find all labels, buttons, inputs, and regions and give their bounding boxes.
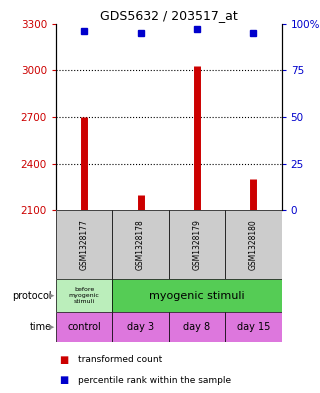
Bar [225, 210, 282, 279]
Text: protocol: protocol [12, 291, 52, 301]
Bar [56, 279, 112, 312]
Text: GSM1328180: GSM1328180 [249, 219, 258, 270]
Bar [56, 312, 112, 342]
Bar [56, 210, 112, 279]
Text: ■: ■ [59, 355, 68, 365]
Text: ■: ■ [59, 375, 68, 385]
Text: before
myogenic
stimuli: before myogenic stimuli [69, 287, 100, 304]
Text: GSM1328179: GSM1328179 [193, 219, 202, 270]
Text: percentile rank within the sample: percentile rank within the sample [78, 376, 232, 385]
Text: GSM1328178: GSM1328178 [136, 219, 145, 270]
Bar [112, 312, 169, 342]
Bar [169, 210, 225, 279]
Bar [112, 210, 169, 279]
Text: GSM1328177: GSM1328177 [80, 219, 89, 270]
Bar [225, 312, 282, 342]
Text: control: control [67, 322, 101, 332]
Text: myogenic stimuli: myogenic stimuli [149, 291, 245, 301]
Title: GDS5632 / 203517_at: GDS5632 / 203517_at [100, 9, 238, 22]
Bar [112, 279, 282, 312]
Text: day 8: day 8 [183, 322, 211, 332]
Bar [169, 312, 225, 342]
Text: transformed count: transformed count [78, 355, 163, 364]
Text: day 3: day 3 [127, 322, 154, 332]
Text: day 15: day 15 [237, 322, 270, 332]
Text: time: time [29, 322, 52, 332]
